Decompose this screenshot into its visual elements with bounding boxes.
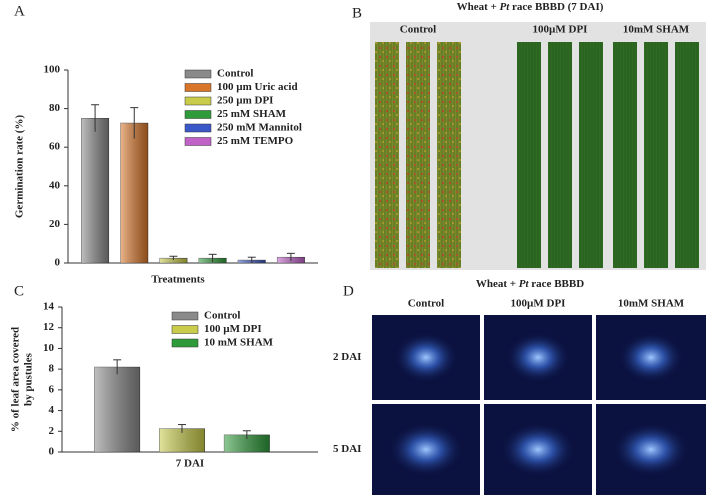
error-bar [130, 107, 139, 139]
y-tick-label: 40 [49, 179, 61, 191]
fluorescence [388, 422, 464, 477]
error-bar [242, 430, 251, 440]
legend-label: 250 mM Mannitol [217, 122, 302, 134]
error-bar [247, 256, 256, 263]
error-bar [286, 252, 295, 262]
y-axis-label: % of leaf area covered [10, 327, 22, 432]
error-bar [208, 253, 217, 263]
legend-swatch [184, 83, 212, 92]
column-label: 10mM SHAM [623, 24, 690, 36]
legend-swatch [171, 338, 199, 348]
leaf-rust [406, 42, 430, 268]
panel-label: C [14, 283, 24, 299]
legend-label: 250 µm DPI [217, 95, 273, 107]
error-bar [91, 104, 100, 132]
y-tick-label: 0 [55, 257, 61, 269]
y-tick-label: 14 [43, 301, 55, 313]
legend-swatch [184, 110, 212, 119]
row-label: 2 DAI [333, 351, 361, 363]
legend-label: 100 µm Uric acid [217, 81, 298, 93]
leaf-veins [613, 42, 637, 268]
leaf-rust [375, 42, 399, 268]
column-label: Control [400, 24, 436, 36]
legend-label: 10 mM SHAM [204, 337, 274, 349]
fluorescence [612, 422, 690, 477]
y-tick-label: 60 [49, 141, 61, 153]
y-tick-label: 20 [49, 218, 61, 230]
y-tick-label: 2 [49, 425, 55, 437]
panel-title: Wheat + Pt race BBBD [476, 278, 584, 290]
y-tick-label: 10 [43, 342, 55, 354]
legend-label: Control [217, 68, 253, 80]
error-bar [169, 255, 178, 261]
fluorescence [393, 332, 459, 383]
bar-shade [120, 123, 148, 263]
fluorescence [505, 332, 571, 383]
column-label: 100µM DPI [511, 298, 566, 310]
legend-label: 25 mM SHAM [217, 108, 287, 120]
panel-label: D [343, 283, 354, 299]
bar-shade [159, 258, 188, 263]
x-axis-label: Treatments [151, 274, 205, 286]
legend-swatch [184, 96, 212, 106]
legend-swatch [184, 69, 212, 79]
y-tick-label: 100 [44, 64, 61, 76]
y-tick-label: 0 [49, 446, 55, 458]
x-tick-label: 7 DAI [176, 458, 204, 470]
leaf-veins [548, 42, 572, 268]
panel-title: Wheat + Pt race BBBD (7 DAI) [457, 1, 604, 13]
row-label: 5 DAI [333, 443, 361, 455]
leaf-veins [579, 42, 603, 268]
legend-label: 100 µM DPI [204, 323, 262, 335]
bar-shade [224, 434, 270, 452]
y-tick-label: 80 [49, 102, 61, 114]
bar-shade [81, 118, 109, 263]
leaf-veins [644, 42, 668, 268]
bar-shade [159, 428, 205, 452]
bar-shade [94, 367, 140, 452]
panel-label: B [352, 5, 362, 21]
leaf-veins [675, 42, 699, 268]
y-tick-label: 6 [49, 383, 55, 395]
column-label: 10mM SHAM [618, 298, 685, 310]
column-label: Control [408, 298, 444, 310]
legend-swatch [184, 123, 212, 133]
y-tick-label: 8 [49, 363, 55, 375]
y-axis-label: by pustules [23, 352, 35, 406]
legend-swatch [171, 325, 199, 334]
error-bar [113, 359, 122, 375]
column-label: 100µM DPI [533, 24, 588, 36]
legend-label: Control [204, 310, 240, 322]
y-tick-label: 12 [43, 321, 55, 333]
legend-swatch [184, 137, 212, 146]
panel-label: A [14, 3, 25, 19]
leaf-rust [437, 42, 461, 268]
y-tick-label: 4 [49, 404, 55, 416]
y-axis-label: Germination rate (%) [14, 115, 26, 219]
fluorescence [500, 422, 576, 477]
legend-swatch [171, 311, 199, 321]
leaf-veins [517, 42, 541, 268]
error-bar [178, 424, 186, 433]
fluorescence [618, 332, 684, 383]
legend-label: 25 mM TEMPO [217, 135, 294, 147]
